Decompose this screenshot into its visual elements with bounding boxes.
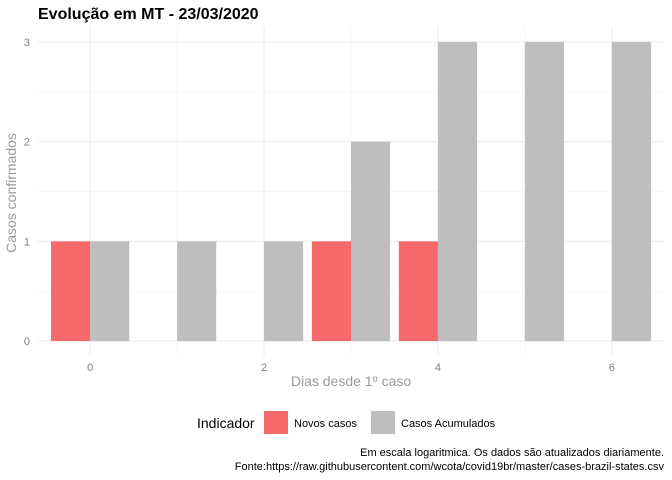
bar-novos-casos-day-3	[311, 241, 351, 342]
bar-casos-acumulados-day-4	[437, 41, 478, 342]
legend-label-casos-acumulados: Casos Acumulados	[401, 418, 496, 430]
x-tick-label: 0	[87, 362, 93, 374]
y-axis-title: Casos confirmados	[3, 133, 19, 253]
x-axis-title: Dias desde 1º caso	[291, 373, 412, 389]
x-tick-label: 6	[609, 362, 615, 374]
legend-title: Indicador	[197, 415, 255, 431]
bar-casos-acumulados-day-0	[90, 241, 130, 342]
bar-casos-acumulados-day-5	[524, 41, 565, 342]
y-tick-label: 1	[24, 236, 30, 248]
bar-casos-acumulados-day-1	[177, 241, 217, 342]
x-tick-labels: 0 2 4 6	[87, 362, 615, 374]
y-tick-label: 2	[24, 137, 30, 149]
x-tick-label: 4	[435, 362, 441, 374]
caption-line-1: Em escala logaritmica. Os dados são atua…	[360, 447, 664, 459]
y-tick-label: 3	[24, 37, 30, 49]
caption-line-2: Fonte:https://raw.githubusercontent.com/…	[235, 461, 665, 473]
y-tick-label: 0	[24, 336, 30, 348]
bar-casos-acumulados-day-3	[351, 141, 391, 342]
x-tick-label: 2	[261, 362, 267, 374]
chart-title: Evolução em MT - 23/03/2020	[38, 6, 259, 23]
y-tick-labels: 0 1 2 3	[24, 37, 30, 348]
bars	[51, 41, 651, 342]
legend-key-novos-casos	[264, 411, 288, 434]
bar-novos-casos-day-0	[51, 241, 91, 342]
bar-novos-casos-day-4	[398, 241, 438, 342]
legend-key-casos-acumulados	[371, 411, 395, 434]
bar-casos-acumulados-day-2	[264, 241, 304, 342]
legend: Indicador Novos casos Casos Acumulados	[197, 411, 496, 434]
bar-casos-acumulados-day-6	[611, 41, 651, 342]
legend-label-novos-casos: Novos casos	[294, 418, 357, 430]
